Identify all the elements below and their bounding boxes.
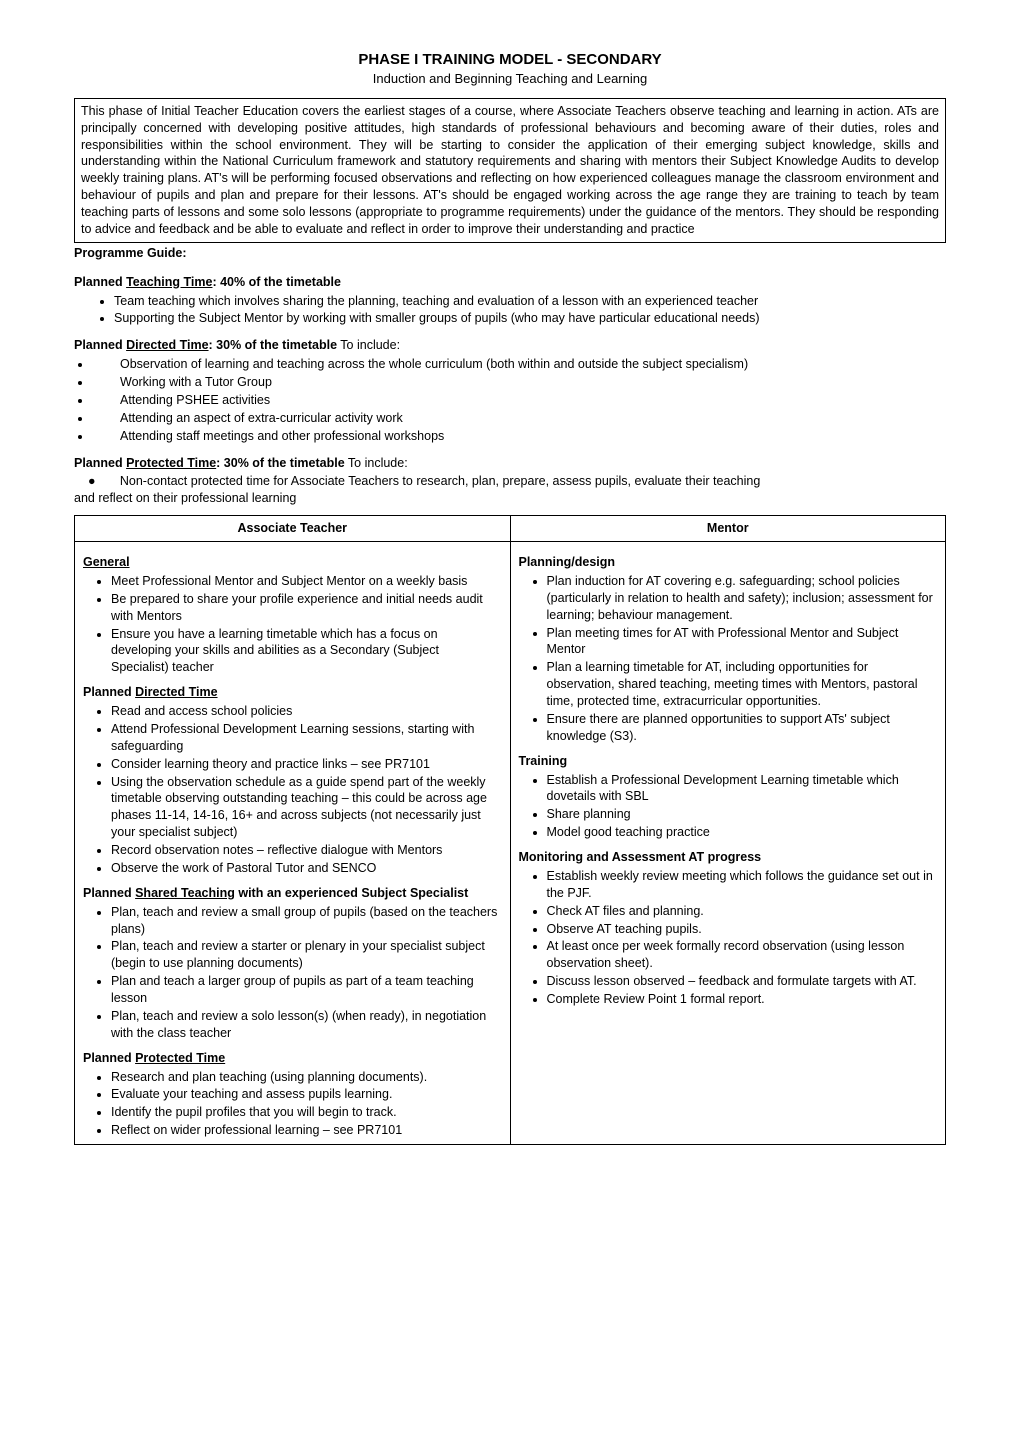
list-item: At least once per week formally record o… <box>547 938 934 972</box>
list-item: Plan, teach and review a solo lesson(s) … <box>111 1008 498 1042</box>
list-item: Plan, teach and review a starter or plen… <box>111 938 498 972</box>
list-item: Discuss lesson observed – feedback and f… <box>547 973 934 990</box>
at-protected-list: Research and plan teaching (using planni… <box>111 1069 498 1140</box>
list-item: Read and access school policies <box>111 703 498 720</box>
at-header: Associate Teacher <box>75 516 511 542</box>
mentor-training-heading: Training <box>519 753 938 770</box>
at-shared-heading: Planned Shared Teaching with an experien… <box>83 885 502 902</box>
list-item: Using the observation schedule as a guid… <box>111 774 498 842</box>
heading-suffix: : 30% of the timetable <box>216 456 345 470</box>
heading-label: Protected Time <box>126 456 216 470</box>
mentor-planning-heading: Planning/design <box>519 554 938 571</box>
mentor-cell: Planning/design Plan induction for AT co… <box>510 542 946 1145</box>
mentor-planning-list: Plan induction for AT covering e.g. safe… <box>547 573 934 745</box>
list-item: Reflect on wider professional learning –… <box>111 1122 498 1139</box>
bullet: ● <box>88 474 96 488</box>
list-item: Establish a Professional Development Lea… <box>547 772 934 806</box>
at-cell: General Meet Professional Mentor and Sub… <box>75 542 511 1145</box>
list-item: Research and plan teaching (using planni… <box>111 1069 498 1086</box>
list-item: Identify the pupil profiles that you wil… <box>111 1104 498 1121</box>
list-item: Model good teaching practice <box>547 824 934 841</box>
list-item: Supporting the Subject Mentor by working… <box>114 310 946 327</box>
list-item: Consider learning theory and practice li… <box>111 756 498 773</box>
list-item: Evaluate your teaching and assess pupils… <box>111 1086 498 1103</box>
list-item: Plan induction for AT covering e.g. safe… <box>547 573 934 624</box>
heading-label: Directed Time <box>135 685 217 699</box>
list-item: Team teaching which involves sharing the… <box>114 293 946 310</box>
page-subtitle: Induction and Beginning Teaching and Lea… <box>74 70 946 88</box>
list-item: Observation of learning and teaching acr… <box>92 356 946 373</box>
at-directed-list: Read and access school policies Attend P… <box>111 703 498 877</box>
list-item: Record observation notes – reflective di… <box>111 842 498 859</box>
heading-label: Teaching Time <box>126 275 212 289</box>
protected-text-l2: and reflect on their professional learni… <box>74 490 946 507</box>
mentor-training-list: Establish a Professional Development Lea… <box>547 772 934 842</box>
heading-prefix: Planned <box>74 456 126 470</box>
list-item: Attending an aspect of extra-curricular … <box>92 410 946 427</box>
list-item: Complete Review Point 1 formal report. <box>547 991 934 1008</box>
roles-table: Associate Teacher Mentor General Meet Pr… <box>74 515 946 1145</box>
programme-guide-section: Planned Teaching Time: 40% of the timeta… <box>74 274 946 508</box>
at-directed-heading: Planned Directed Time <box>83 684 502 701</box>
list-item: Check AT files and planning. <box>547 903 934 920</box>
heading-label: Directed Time <box>126 338 208 352</box>
list-item: Plan a learning timetable for AT, includ… <box>547 659 934 710</box>
mentor-monitoring-heading: Monitoring and Assessment AT progress <box>519 849 938 866</box>
intro-box: This phase of Initial Teacher Education … <box>74 98 946 243</box>
mentor-header: Mentor <box>510 516 946 542</box>
heading-prefix: Planned <box>83 886 135 900</box>
heading-after: To include: <box>345 456 408 470</box>
page-title: PHASE I TRAINING MODEL - SECONDARY <box>74 50 946 70</box>
heading-label: Shared Teaching <box>135 886 235 900</box>
list-item: Observe the work of Pastoral Tutor and S… <box>111 860 498 877</box>
list-item: Observe AT teaching pupils. <box>547 921 934 938</box>
protected-time-heading: Planned Protected Time: 30% of the timet… <box>74 455 946 472</box>
protected-time-item: ● Non-contact protected time for Associa… <box>120 473 946 490</box>
heading-suffix: with an experienced Subject Specialist <box>235 886 468 900</box>
mentor-monitoring-list: Establish weekly review meeting which fo… <box>547 868 934 1008</box>
heading-suffix: : 30% of the timetable <box>209 338 338 352</box>
heading-prefix: Planned <box>74 338 126 352</box>
list-item: Be prepared to share your profile experi… <box>111 591 498 625</box>
list-item: Attending staff meetings and other profe… <box>92 428 946 445</box>
at-general-list: Meet Professional Mentor and Subject Men… <box>111 573 498 676</box>
list-item: Ensure there are planned opportunities t… <box>547 711 934 745</box>
teaching-time-heading: Planned Teaching Time: 40% of the timeta… <box>74 274 946 291</box>
heading-suffix: : 40% of the timetable <box>212 275 341 289</box>
list-item: Meet Professional Mentor and Subject Men… <box>111 573 498 590</box>
teaching-time-list: Team teaching which involves sharing the… <box>114 293 946 328</box>
list-item: Ensure you have a learning timetable whi… <box>111 626 498 677</box>
list-item: Attend Professional Development Learning… <box>111 721 498 755</box>
list-item: Plan and teach a larger group of pupils … <box>111 973 498 1007</box>
at-general-heading: General <box>83 554 502 571</box>
protected-text-l1: Non-contact protected time for Associate… <box>120 474 760 488</box>
list-item: Plan meeting times for AT with Professio… <box>547 625 934 659</box>
heading-prefix: Planned <box>83 685 135 699</box>
list-item: Attending PSHEE activities <box>92 392 946 409</box>
heading-prefix: Planned <box>83 1051 135 1065</box>
at-protected-heading: Planned Protected Time <box>83 1050 502 1067</box>
list-item: Plan, teach and review a small group of … <box>111 904 498 938</box>
heading-prefix: Planned <box>74 275 126 289</box>
list-item: Share planning <box>547 806 934 823</box>
list-item: Working with a Tutor Group <box>92 374 946 391</box>
list-item: Establish weekly review meeting which fo… <box>547 868 934 902</box>
heading-after: To include: <box>337 338 400 352</box>
heading-label: Protected Time <box>135 1051 225 1065</box>
directed-time-list: Observation of learning and teaching acr… <box>92 356 946 444</box>
heading-text: General <box>83 555 130 569</box>
directed-time-heading: Planned Directed Time: 30% of the timeta… <box>74 337 946 354</box>
at-shared-list: Plan, teach and review a small group of … <box>111 904 498 1042</box>
programme-guide-label: Programme Guide: <box>74 245 946 262</box>
